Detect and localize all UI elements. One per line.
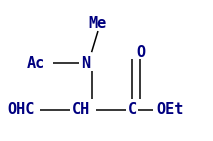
Text: C: C [128,103,137,117]
Text: O: O [136,45,145,60]
Text: OHC: OHC [8,103,35,117]
Text: OEt: OEt [157,103,184,117]
Text: N: N [81,56,90,71]
Text: Me: Me [89,16,107,31]
Text: Ac: Ac [27,56,45,71]
Text: CH: CH [72,103,90,117]
